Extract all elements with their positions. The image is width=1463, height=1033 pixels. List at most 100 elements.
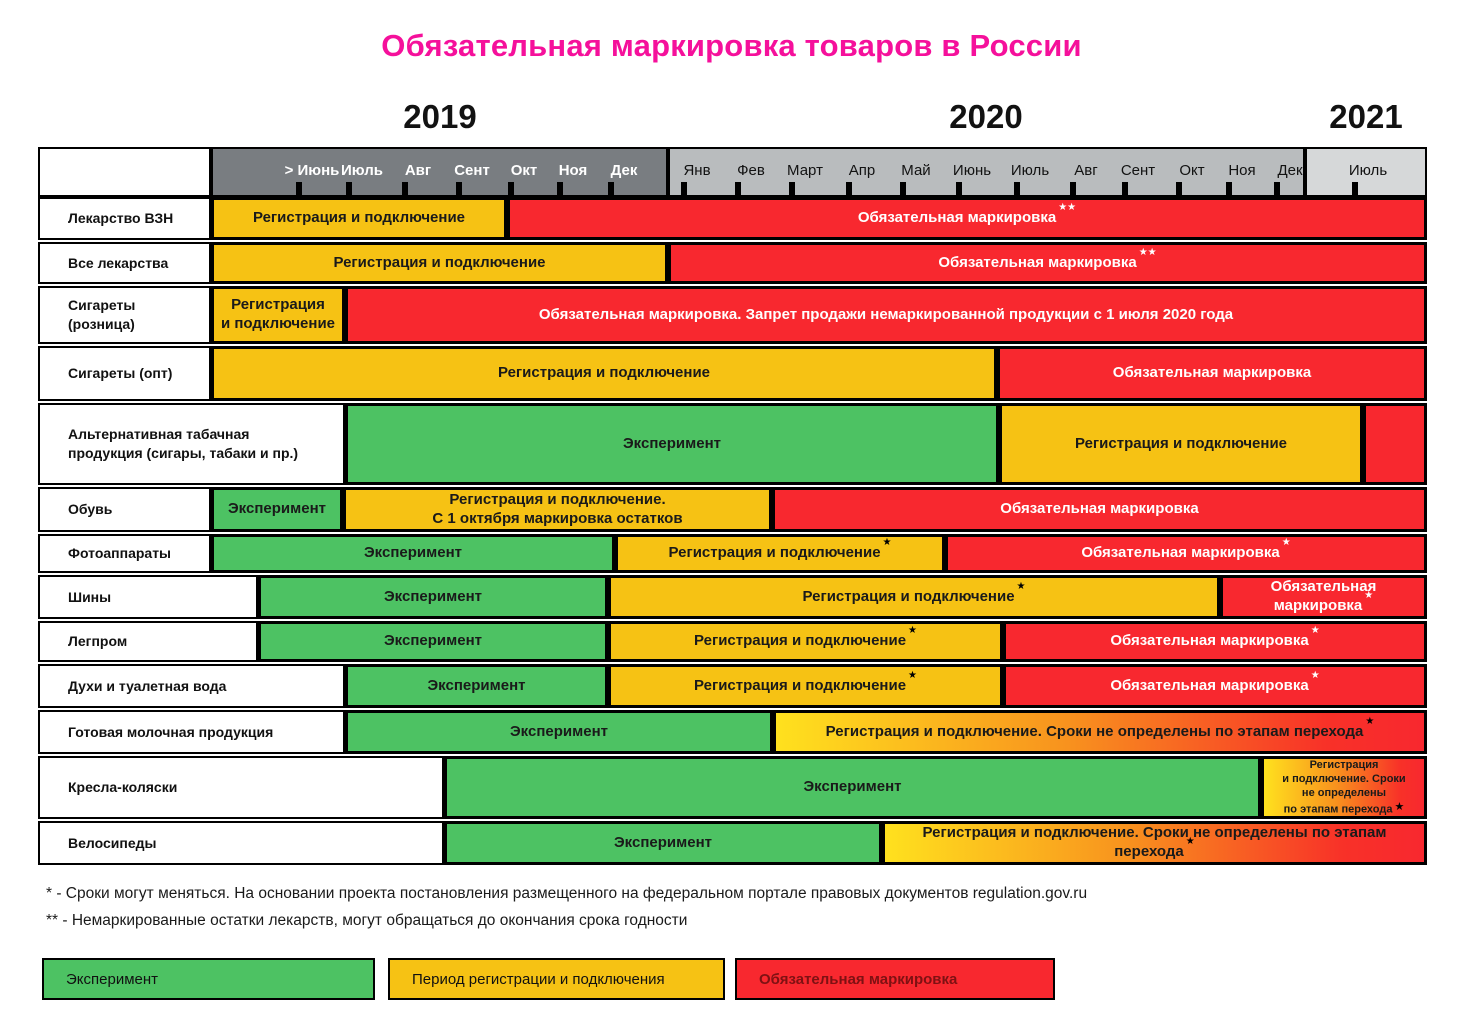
footnotes: * - Сроки могут меняться. На основании п… xyxy=(46,880,1087,934)
page-title: Обязательная маркировка товаров в России xyxy=(381,28,1082,63)
month-label: Июль xyxy=(341,162,383,179)
month-label: Июль xyxy=(1348,162,1388,179)
month-tick xyxy=(296,182,302,195)
bar-reg: Регистрация и подключение xyxy=(211,197,507,240)
month-tick xyxy=(402,182,408,195)
header-corner-cell xyxy=(38,147,211,197)
month-label: > Июнь xyxy=(284,162,340,179)
month-label: Янв xyxy=(683,162,711,179)
bar-mand: Обязательная маркировка★ xyxy=(1003,664,1427,708)
bar-mand xyxy=(1363,403,1427,485)
bar-exp: Эксперимент xyxy=(444,756,1261,819)
month-label: Июнь xyxy=(952,162,992,179)
bar-reg: Регистрация и подключение xyxy=(211,242,668,284)
month-tick xyxy=(789,182,795,195)
chart-row: Фотоаппараты Эксперимент Регистрация и под… xyxy=(38,534,1427,573)
month-tick xyxy=(735,182,741,195)
bar-mand: Обязательная маркировка★ xyxy=(1220,575,1427,619)
month-tick xyxy=(956,182,962,195)
chart-row: Легпром Эксперимент Регистрация и подключе… xyxy=(38,621,1427,662)
month-label: Июль xyxy=(1010,162,1050,179)
month-label: Окт xyxy=(510,162,538,179)
bar-exp: Эксперимент xyxy=(211,534,615,573)
month-label: Авг xyxy=(404,162,432,179)
timeline-header: > Июнь Июль Авг Сент Окт Ноя Дек Янв Фев Март Апр М… xyxy=(38,147,1427,197)
chart-row: Обувь Эксперимент Регистрация и подключени… xyxy=(38,487,1427,532)
month-tick xyxy=(508,182,514,195)
bar-mand: Обязательная маркировка. Запрет продажи … xyxy=(345,286,1427,344)
month-label: Май xyxy=(901,162,931,179)
bar-exp: Эксперимент xyxy=(444,821,882,865)
row-label: Фотоаппараты xyxy=(38,534,211,573)
month-label: Ноя xyxy=(558,162,588,179)
chart-row: Велосипеды Эксперимент Регистрация и подкл… xyxy=(38,821,1427,865)
chart-rows: Лекарство ВЗН Регистрация и подключение Об… xyxy=(38,197,1427,865)
footnote-line: ** - Немаркированные остатки лекарств, м… xyxy=(46,912,688,929)
month-tick xyxy=(1070,182,1076,195)
row-label: Обувь xyxy=(38,487,211,532)
bar-exp: Эксперимент xyxy=(258,621,608,662)
month-label: Ноя xyxy=(1228,162,1256,179)
row-label: Готовая молочная продукция xyxy=(38,710,345,754)
year-section-2020: Янв Фев Март Апр Май Июнь Июль Авг Сент Окт Ноя Дек xyxy=(668,147,1305,197)
bar-mand: Обязательная маркировка xyxy=(772,487,1427,532)
year-label-2021: 2021 xyxy=(1329,98,1403,135)
bar-mand: Обязательная маркировка xyxy=(997,346,1427,401)
bar-exp: Эксперимент xyxy=(345,664,608,708)
bar-grad: Регистрация и подключение. Сроки не опре… xyxy=(1261,756,1427,819)
month-tick xyxy=(1274,182,1280,195)
bar-reg: Регистрация и подключение xyxy=(211,286,345,344)
footnote-line: * - Сроки могут меняться. На основании п… xyxy=(46,885,1088,902)
row-label: Легпром xyxy=(38,621,258,662)
bar-reg: Регистрация и подключение xyxy=(211,346,997,401)
month-tick xyxy=(1352,182,1358,195)
bar-exp: Эксперимент xyxy=(345,710,773,754)
legend-item-reg: Период регистрации и подключения xyxy=(388,958,725,1000)
chart-row: Лекарство ВЗН Регистрация и подключение Об… xyxy=(38,197,1427,240)
bar-mand: Обязательная маркировка★ xyxy=(1003,621,1427,662)
bar-reg: Регистрация и подключение xyxy=(999,403,1363,485)
month-tick xyxy=(1014,182,1020,195)
month-tick xyxy=(681,182,687,195)
bar-mand: Обязательная маркировка★★ xyxy=(507,197,1427,240)
row-label: Альтернативная табачная продукция (сигар… xyxy=(38,403,345,485)
month-label: Авг xyxy=(1074,162,1098,179)
month-tick xyxy=(1122,182,1128,195)
year-label-2020: 2020 xyxy=(949,98,1023,135)
gantt-chart: > Июнь Июль Авг Сент Окт Ноя Дек Янв Фев Март Апр М… xyxy=(38,147,1427,867)
bar-mand: Обязательная маркировка★★ xyxy=(668,242,1427,284)
bar-grad: Регистрация и подключение. Сроки не опре… xyxy=(773,710,1427,754)
chart-row: Сигареты (опт) Регистрация и подключение О… xyxy=(38,346,1427,401)
month-tick xyxy=(608,182,614,195)
row-label: Велосипеды xyxy=(38,821,444,865)
month-label: Апр xyxy=(848,162,876,179)
year-section-2019: > Июнь Июль Авг Сент Окт Ноя Дек xyxy=(211,147,668,197)
month-label: Дек xyxy=(1277,162,1303,179)
bar-grad: Регистрация и подключение. Сроки не опре… xyxy=(882,821,1427,865)
bar-exp: Эксперимент xyxy=(345,403,999,485)
row-label: Духи и туалетная вода xyxy=(38,664,345,708)
month-label: Март xyxy=(787,162,823,179)
chart-row: Духи и туалетная вода Эксперимент Регистра… xyxy=(38,664,1427,708)
bar-reg: Регистрация и подключение★ xyxy=(608,575,1220,619)
legend: Эксперимент Период регистрации и подключе… xyxy=(42,958,1055,1000)
chart-row: Шины Эксперимент Регистрация и подключение… xyxy=(38,575,1427,619)
year-section-2021: Июль xyxy=(1305,147,1427,197)
chart-row: Альтернативная табачная продукция (сигар… xyxy=(38,403,1427,485)
month-label: Фев xyxy=(737,162,765,179)
legend-item-exp: Эксперимент xyxy=(42,958,375,1000)
row-label: Лекарство ВЗН xyxy=(38,197,211,240)
row-label: Все лекарства xyxy=(38,242,211,284)
row-label: Шины xyxy=(38,575,258,619)
month-tick xyxy=(456,182,462,195)
row-label: Сигареты (розница) xyxy=(38,286,211,344)
chart-row: Кресла-коляски Эксперимент Регистрация и п… xyxy=(38,756,1427,819)
month-label: Сент xyxy=(454,162,490,179)
month-tick xyxy=(557,182,563,195)
legend-item-mand: Обязательная маркировка xyxy=(735,958,1055,1000)
month-label: Дек xyxy=(610,162,638,179)
month-tick xyxy=(900,182,906,195)
bar-exp: Эксперимент xyxy=(258,575,608,619)
chart-row: Готовая молочная продукция Эксперимент Рег… xyxy=(38,710,1427,754)
